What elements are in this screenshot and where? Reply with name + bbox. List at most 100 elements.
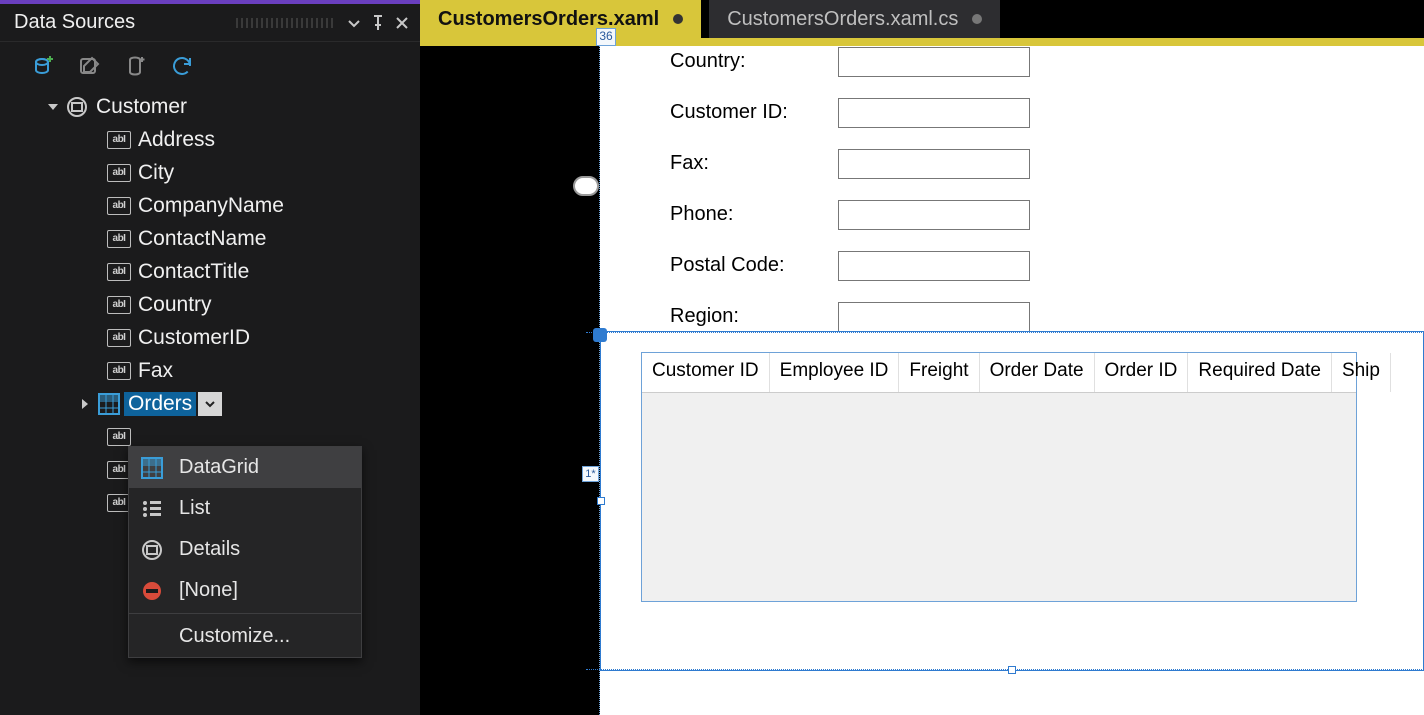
column-header[interactable]: Freight — [899, 353, 979, 392]
tree-node-field[interactable]: City — [16, 156, 420, 189]
tree-node-field[interactable]: ContactTitle — [16, 255, 420, 288]
tree-node-field[interactable]: ContactName — [16, 222, 420, 255]
expand-icon[interactable] — [76, 398, 94, 410]
menu-item-icon — [139, 457, 165, 479]
tree-label: Address — [134, 128, 219, 152]
column-header[interactable]: Ship — [1332, 353, 1391, 392]
tree-label: Customer — [92, 95, 191, 119]
field-label: Fax: — [670, 152, 838, 175]
column-header[interactable]: Order Date — [980, 353, 1095, 392]
menu-item-label: [None] — [179, 579, 238, 602]
text-field-icon — [104, 164, 134, 182]
column-header[interactable]: Order ID — [1095, 353, 1189, 392]
pin-icon[interactable] — [366, 11, 390, 35]
column-header[interactable]: Customer ID — [642, 353, 770, 392]
close-icon[interactable] — [390, 11, 414, 35]
menu-item-icon — [139, 539, 165, 561]
panel-grip[interactable] — [236, 18, 336, 28]
ruler-marker: 36 — [596, 28, 616, 46]
tree-label: Fax — [134, 359, 177, 383]
panel-header: Data Sources — [0, 4, 420, 42]
text-field-icon — [104, 230, 134, 248]
panel-dropdown-icon[interactable] — [342, 11, 366, 35]
add-datasource-button[interactable] — [30, 52, 58, 80]
tree-node-field[interactable]: CustomerID — [16, 321, 420, 354]
menu-item-label: List — [179, 497, 210, 520]
tree-label: ContactName — [134, 227, 270, 251]
tree-node-field[interactable]: Address — [16, 123, 420, 156]
text-input[interactable] — [838, 98, 1030, 128]
tree-node-orders[interactable]: Orders — [16, 387, 420, 420]
form-row: Phone: — [670, 189, 1030, 240]
panel-toolbar — [0, 42, 420, 88]
menu-item-icon — [139, 580, 165, 602]
edit-datasource-button[interactable] — [76, 52, 104, 80]
resize-handle[interactable] — [597, 497, 605, 505]
menu-item[interactable]: List — [129, 488, 361, 529]
text-field-icon — [104, 131, 134, 149]
text-input[interactable] — [838, 302, 1030, 332]
tree-node-field[interactable]: Country — [16, 288, 420, 321]
node-dropdown-button[interactable] — [198, 392, 222, 416]
field-label: Phone: — [670, 203, 838, 226]
column-header[interactable]: Employee ID — [770, 353, 900, 392]
form-row: Country: — [670, 36, 1030, 87]
text-field-icon — [104, 329, 134, 347]
panel-title: Data Sources — [14, 11, 236, 34]
tab-cs[interactable]: CustomersOrders.xaml.cs — [709, 0, 1000, 38]
field-label: Country: — [670, 50, 838, 73]
text-input[interactable] — [838, 47, 1030, 77]
menu-item-icon — [139, 498, 165, 520]
data-sources-panel: Data Sources Customer Address City Company… — [0, 0, 420, 715]
tree-label: Orders — [124, 392, 196, 416]
form-row: Customer ID: — [670, 87, 1030, 138]
entity-icon — [62, 95, 92, 119]
tree-label: CustomerID — [134, 326, 254, 350]
document-tabs: CustomersOrders.xaml CustomersOrders.xam… — [420, 0, 1424, 38]
tree-node-customer[interactable]: Customer — [16, 90, 420, 123]
grid-icon — [94, 393, 124, 415]
text-field-icon — [104, 197, 134, 215]
menu-item-label: Customize... — [179, 625, 290, 648]
text-input[interactable] — [838, 200, 1030, 230]
tab-label: CustomersOrders.xaml — [438, 8, 659, 31]
orders-datagrid[interactable]: Customer IDEmployee IDFreightOrder DateO… — [641, 352, 1357, 602]
tree-node-field[interactable]: Fax — [16, 354, 420, 387]
tree-label: CompanyName — [134, 194, 288, 218]
form-row: Fax: — [670, 138, 1030, 189]
tree-node-field[interactable]: CompanyName — [16, 189, 420, 222]
selection-outline: Customer IDEmployee IDFreightOrder DateO… — [600, 331, 1424, 671]
collapse-icon[interactable] — [44, 101, 62, 113]
tree-label: Country — [134, 293, 216, 317]
text-field-icon — [104, 362, 134, 380]
unsaved-dot-icon — [972, 14, 982, 24]
tree-label: City — [134, 161, 178, 185]
menu-item[interactable]: Customize... — [129, 616, 361, 657]
menu-item[interactable]: DataGrid — [129, 447, 361, 488]
form-row: Postal Code: — [670, 240, 1030, 291]
tree-label: ContactTitle — [134, 260, 253, 284]
add-table-button[interactable] — [122, 52, 150, 80]
text-field-icon — [104, 263, 134, 281]
field-label: Postal Code: — [670, 254, 838, 277]
details-form: Country: Customer ID: Fax: Phone: Postal Cod… — [670, 36, 1030, 342]
refresh-button[interactable] — [168, 52, 196, 80]
tab-label: CustomersOrders.xaml.cs — [727, 8, 958, 31]
text-field-icon — [104, 428, 134, 446]
menu-item[interactable]: [None] — [129, 570, 361, 611]
menu-item-label: Details — [179, 538, 240, 561]
column-header[interactable]: Required Date — [1188, 353, 1332, 392]
link-glyph-icon — [573, 176, 599, 196]
field-label: Customer ID: — [670, 101, 838, 124]
editor-area: CustomersOrders.xaml CustomersOrders.xam… — [420, 0, 1424, 715]
xaml-designer-surface[interactable]: 36 1* Country:Customer ID:Fax:Phone:Post… — [600, 46, 1424, 715]
text-input[interactable] — [838, 251, 1030, 281]
unsaved-dot-icon — [673, 14, 683, 24]
control-type-menu: DataGrid List Details [None] Customize... — [128, 446, 362, 658]
resize-handle[interactable] — [1008, 666, 1016, 674]
menu-item[interactable]: Details — [129, 529, 361, 570]
field-label: Region: — [670, 305, 838, 328]
text-input[interactable] — [838, 149, 1030, 179]
text-field-icon — [104, 296, 134, 314]
tab-xaml[interactable]: CustomersOrders.xaml — [420, 0, 701, 38]
